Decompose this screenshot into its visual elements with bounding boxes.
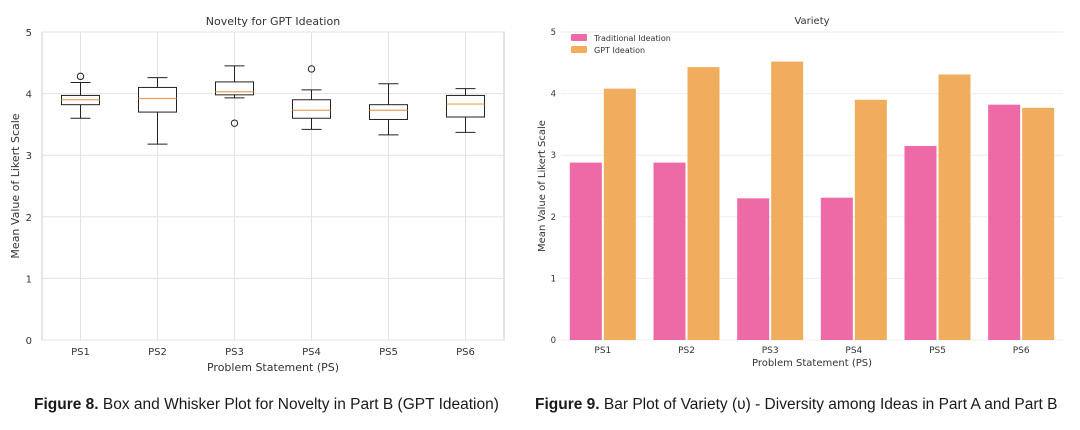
x-tick-label: PS4 (845, 346, 862, 356)
outlier-point (230, 119, 239, 127)
x-tick-label: PS1 (71, 347, 90, 358)
box-plot-x-label: Problem Statement (PS) (207, 361, 339, 374)
bar-plot-area (561, 32, 1063, 340)
figure-9-text: Bar Plot of Variety (υ) - Diversity amon… (599, 396, 1058, 413)
bar-traditional-ps6 (988, 104, 1021, 340)
box-plot-x-ticks: PS1 PS2 PS3 PS4 PS5 PS6 (71, 347, 475, 358)
box-plot-y-label: Mean Value of Likert Scale (9, 113, 22, 258)
iqr-box (446, 94, 485, 118)
bar-traditional-ps2 (653, 162, 686, 340)
x-tick-label: PS1 (594, 346, 611, 356)
y-tick-label: 5 (26, 28, 32, 39)
bar-gpt-ps4 (854, 99, 887, 340)
y-tick-label: 2 (551, 213, 556, 223)
box-plot-marks (61, 65, 485, 145)
bar-gpt-ps3 (771, 61, 804, 341)
bar-plot-marks (569, 61, 1055, 341)
y-tick-label: 0 (551, 336, 556, 346)
bar-plot-x-ticks: PS1 PS2 PS3 PS4 PS5 PS6 (594, 346, 1029, 356)
iqr-box (138, 86, 177, 113)
iqr-box (292, 99, 331, 119)
figure-9-caption: Figure 9. Bar Plot of Variety (υ) - Dive… (535, 396, 1058, 414)
y-tick-label: 3 (26, 151, 32, 162)
bar-traditional-ps1 (569, 162, 602, 340)
x-tick-label: PS4 (302, 347, 321, 358)
bar-plot-y-label: Mean Value of Likert Scale (537, 120, 548, 252)
bar-plot-y-ticks: 0 1 2 3 4 5 (551, 28, 556, 346)
bar-traditional-ps3 (737, 198, 770, 340)
box-ps1 (61, 72, 100, 119)
legend-label-gpt: GPT Ideation (594, 46, 645, 55)
box-plot-area (41, 31, 505, 341)
legend-swatch-gpt (571, 46, 587, 53)
outlier-point (76, 72, 85, 81)
bar-traditional-ps5 (904, 145, 937, 340)
y-tick-label: 1 (26, 274, 32, 285)
y-tick-label: 4 (26, 90, 32, 101)
legend-swatch-traditional (571, 34, 587, 41)
x-tick-label: PS3 (225, 347, 244, 358)
x-tick-label: PS2 (148, 347, 167, 358)
box-plot-title: Novelty for GPT Ideation (206, 15, 340, 28)
bar-plot-grid (561, 31, 1063, 341)
y-tick-label: 4 (551, 90, 556, 100)
iqr-box (369, 104, 408, 120)
legend-label-traditional: Traditional Ideation (593, 34, 671, 43)
figure-8-text: Box and Whisker Plot for Novelty in Part… (98, 396, 499, 413)
bar-plot-x-label: Problem Statement (PS) (752, 358, 872, 369)
box-plot-y-ticks: 0 1 2 3 4 5 (26, 28, 32, 347)
outlier-point (307, 65, 316, 73)
iqr-box (215, 81, 254, 96)
x-tick-label: PS3 (762, 346, 779, 356)
novelty-box-plot: 0 1 2 3 4 5 PS1 PS2 PS3 PS4 PS5 PS6 Novelty for GP… (9, 15, 505, 374)
y-tick-label: 1 (551, 274, 556, 284)
bar-plot-title: Variety (794, 16, 829, 27)
bar-traditional-ps4 (820, 197, 853, 340)
y-tick-label: 2 (26, 213, 32, 224)
bar-gpt-ps6 (1022, 107, 1055, 340)
x-tick-label: PS5 (929, 346, 946, 356)
figure-8-label: Figure 8. (34, 396, 99, 413)
bar-plot-legend: Traditional Ideation GPT Ideation (571, 34, 671, 55)
figure-8-caption: Figure 8. Box and Whisker Plot for Novel… (34, 396, 499, 414)
figure-9-label: Figure 9. (535, 396, 600, 413)
variety-bar-plot: 0 1 2 3 4 5 PS1 PS2 PS3 PS4 PS5 PS6 Variety Proble… (537, 16, 1063, 369)
box-ps4 (292, 65, 331, 130)
y-tick-label: 5 (551, 28, 556, 38)
bar-gpt-ps1 (603, 88, 636, 340)
bar-gpt-ps2 (687, 67, 720, 340)
y-tick-label: 3 (551, 151, 556, 161)
x-tick-label: PS6 (456, 347, 475, 358)
x-tick-label: PS2 (678, 346, 695, 356)
box-ps6 (446, 88, 485, 133)
box-ps3 (215, 65, 254, 127)
y-tick-label: 0 (26, 336, 32, 347)
box-ps2 (138, 77, 177, 145)
x-tick-label: PS6 (1013, 346, 1030, 356)
x-tick-label: PS5 (379, 347, 398, 358)
box-ps5 (369, 83, 408, 136)
bar-gpt-ps5 (938, 74, 971, 340)
